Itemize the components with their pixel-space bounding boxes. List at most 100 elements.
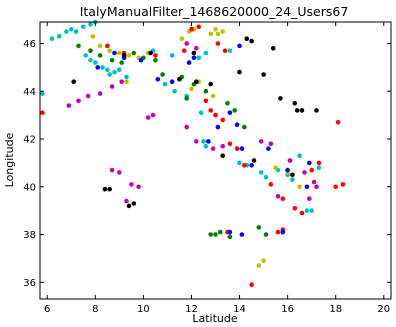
scatter-point	[49, 36, 55, 41]
scatter-point	[194, 46, 199, 51]
scatter-point	[191, 50, 197, 56]
scatter-point	[155, 77, 161, 82]
scatter-point	[81, 24, 86, 30]
x-tick-label: 12	[185, 304, 198, 315]
scatter-point	[186, 60, 192, 65]
scatter-point	[69, 26, 74, 32]
scatter-point	[292, 100, 298, 106]
scatter-point	[220, 29, 225, 34]
y-tick-label: 44	[23, 87, 36, 98]
scatter-point	[107, 48, 112, 53]
scatter-point	[268, 141, 274, 147]
y-axis-label: Longitude	[3, 132, 16, 187]
scatter-point	[131, 201, 137, 206]
scatter-point	[121, 53, 127, 58]
scatter-point	[56, 34, 62, 39]
scatter-point	[90, 34, 96, 39]
scatter-point	[227, 234, 233, 240]
scatter-point	[201, 139, 206, 144]
x-tick-label: 18	[329, 304, 342, 315]
scatter-point	[97, 91, 103, 96]
scatter-point	[203, 50, 209, 56]
scatter-point	[169, 79, 175, 84]
x-tick-label: 16	[281, 304, 294, 315]
x-tick-label: 10	[137, 304, 150, 315]
scatter-point	[275, 229, 281, 235]
scatter-point	[64, 29, 69, 34]
x-tick-label: 14	[233, 304, 246, 315]
y-tick-label: 36	[23, 278, 36, 289]
scatter-point	[85, 93, 91, 99]
scatter-point	[280, 196, 286, 201]
scatter-point	[40, 110, 45, 115]
scatter-point	[117, 50, 122, 56]
scatter-point	[263, 174, 269, 180]
scatter-point	[198, 110, 204, 115]
scatter-point	[76, 98, 81, 104]
scatter-points	[40, 19, 346, 288]
scatter-point	[160, 72, 165, 77]
scatter-point	[275, 194, 281, 199]
scatter-point	[249, 163, 254, 168]
scatter-point	[169, 53, 175, 58]
scatter-point	[73, 29, 79, 34]
scatter-point	[309, 208, 315, 213]
scatter-point	[162, 81, 168, 87]
scatter-point	[263, 232, 269, 237]
scatter-point	[290, 177, 295, 182]
scatter-point	[181, 48, 187, 53]
scatter-point	[210, 146, 216, 151]
scatter-point	[249, 282, 254, 288]
scatter-point	[340, 182, 346, 187]
scatter-point	[297, 184, 302, 190]
scatter-point	[220, 143, 225, 149]
scatter-point	[184, 124, 189, 130]
scatter-point	[213, 26, 218, 32]
scatter-point	[278, 96, 283, 101]
scatter-point	[112, 69, 117, 75]
x-axis-ticks: 6 8 10 12 14 16 18 20	[44, 22, 390, 315]
scatter-point	[304, 184, 310, 190]
scatter-point	[297, 153, 302, 158]
scatter-point	[266, 146, 271, 151]
scatter-point	[335, 120, 341, 125]
scatter-point	[227, 229, 233, 235]
scatter-point	[294, 108, 300, 113]
scatter-point	[299, 108, 305, 113]
scatter-point	[107, 72, 112, 77]
scatter-point	[302, 170, 307, 175]
scatter-point	[251, 158, 257, 163]
scatter-point	[256, 263, 262, 268]
scatter-point	[311, 179, 317, 185]
scatter-point	[76, 43, 81, 49]
scatter-point	[208, 81, 213, 87]
scatter-point	[268, 182, 274, 187]
scatter-point	[196, 24, 201, 30]
scatter-point	[194, 139, 199, 144]
scatter-point	[88, 57, 93, 63]
scatter-point	[189, 86, 194, 92]
scatter-point	[109, 84, 115, 89]
scatter-point	[88, 22, 93, 27]
scatter-point	[126, 53, 132, 58]
y-tick-label: 46	[23, 39, 36, 50]
scatter-point	[213, 112, 218, 118]
scatter-point	[215, 124, 221, 130]
scatter-point	[112, 50, 117, 56]
scatter-point	[225, 100, 230, 106]
scatter-point	[237, 69, 242, 75]
scatter-point	[222, 48, 228, 53]
scatter-point	[218, 229, 223, 235]
scatter-point	[138, 57, 144, 63]
scatter-point	[124, 79, 129, 84]
scatter-point	[232, 108, 237, 113]
scatter-point	[189, 26, 194, 32]
scatter-point	[100, 65, 105, 70]
x-tick-label: 20	[377, 304, 390, 315]
scatter-point	[145, 115, 151, 120]
x-tick-label: 6	[44, 304, 50, 315]
scatter-point	[109, 57, 115, 63]
y-tick-label: 38	[23, 230, 36, 241]
scatter-point	[239, 232, 245, 237]
scatter-point	[102, 186, 108, 192]
